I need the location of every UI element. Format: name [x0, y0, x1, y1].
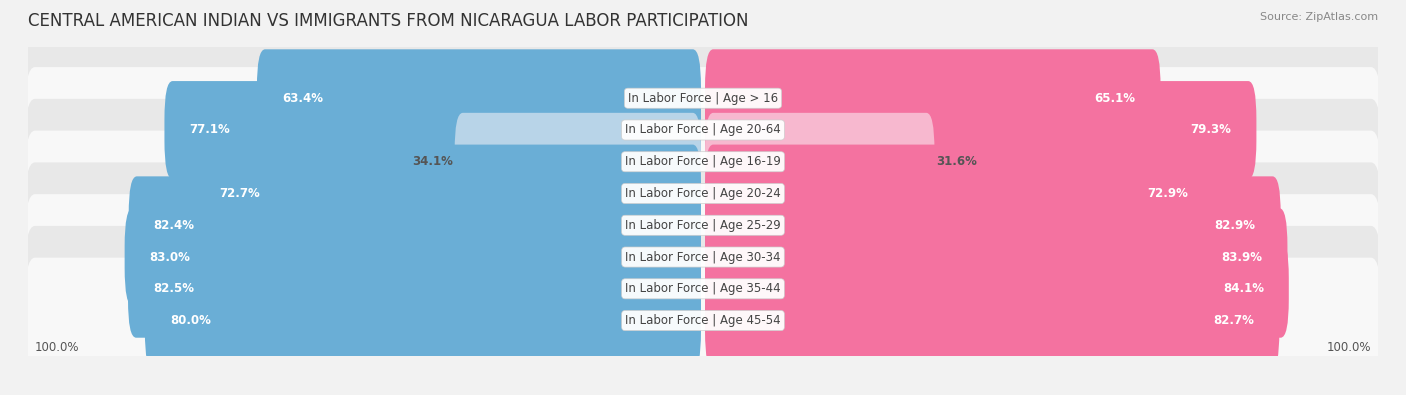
FancyBboxPatch shape [257, 49, 702, 147]
Text: 82.4%: 82.4% [153, 219, 194, 232]
Text: In Labor Force | Age 25-29: In Labor Force | Age 25-29 [626, 219, 780, 232]
Text: In Labor Force | Age > 16: In Labor Force | Age > 16 [628, 92, 778, 105]
Text: In Labor Force | Age 35-44: In Labor Force | Age 35-44 [626, 282, 780, 295]
Text: 63.4%: 63.4% [281, 92, 323, 105]
FancyBboxPatch shape [704, 49, 1160, 147]
Text: 72.9%: 72.9% [1147, 187, 1188, 200]
FancyBboxPatch shape [704, 113, 935, 211]
Text: In Labor Force | Age 30-34: In Labor Force | Age 30-34 [626, 250, 780, 263]
FancyBboxPatch shape [704, 81, 1257, 179]
FancyBboxPatch shape [25, 194, 1381, 320]
FancyBboxPatch shape [194, 145, 702, 243]
Legend: Central American Indian, Immigrants from Nicaragua: Central American Indian, Immigrants from… [503, 394, 903, 395]
Text: 100.0%: 100.0% [1327, 341, 1371, 354]
Text: 82.7%: 82.7% [1213, 314, 1254, 327]
FancyBboxPatch shape [129, 176, 702, 274]
Text: 72.7%: 72.7% [219, 187, 260, 200]
Text: In Labor Force | Age 20-64: In Labor Force | Age 20-64 [626, 124, 780, 137]
FancyBboxPatch shape [25, 35, 1381, 161]
FancyBboxPatch shape [25, 131, 1381, 256]
FancyBboxPatch shape [165, 81, 702, 179]
Text: 100.0%: 100.0% [35, 341, 79, 354]
Text: In Labor Force | Age 20-24: In Labor Force | Age 20-24 [626, 187, 780, 200]
Text: 80.0%: 80.0% [170, 314, 211, 327]
Text: Source: ZipAtlas.com: Source: ZipAtlas.com [1260, 12, 1378, 22]
Text: 82.5%: 82.5% [153, 282, 194, 295]
Text: In Labor Force | Age 16-19: In Labor Force | Age 16-19 [626, 155, 780, 168]
FancyBboxPatch shape [704, 272, 1279, 369]
Text: 31.6%: 31.6% [936, 155, 977, 168]
Text: 79.3%: 79.3% [1191, 124, 1232, 137]
Text: 84.1%: 84.1% [1223, 282, 1264, 295]
FancyBboxPatch shape [704, 208, 1288, 306]
FancyBboxPatch shape [25, 162, 1381, 288]
Text: 65.1%: 65.1% [1095, 92, 1136, 105]
Text: 83.9%: 83.9% [1222, 250, 1263, 263]
FancyBboxPatch shape [454, 113, 702, 211]
Text: In Labor Force | Age 45-54: In Labor Force | Age 45-54 [626, 314, 780, 327]
FancyBboxPatch shape [128, 240, 702, 338]
FancyBboxPatch shape [704, 240, 1289, 338]
FancyBboxPatch shape [125, 208, 702, 306]
FancyBboxPatch shape [25, 99, 1381, 225]
FancyBboxPatch shape [704, 145, 1213, 243]
Text: CENTRAL AMERICAN INDIAN VS IMMIGRANTS FROM NICARAGUA LABOR PARTICIPATION: CENTRAL AMERICAN INDIAN VS IMMIGRANTS FR… [28, 12, 748, 30]
FancyBboxPatch shape [25, 67, 1381, 193]
FancyBboxPatch shape [704, 176, 1281, 274]
FancyBboxPatch shape [145, 272, 702, 369]
Text: 34.1%: 34.1% [412, 155, 453, 168]
Text: 77.1%: 77.1% [190, 124, 231, 137]
FancyBboxPatch shape [25, 258, 1381, 384]
Text: 82.9%: 82.9% [1215, 219, 1256, 232]
FancyBboxPatch shape [25, 226, 1381, 352]
Text: 83.0%: 83.0% [149, 250, 190, 263]
